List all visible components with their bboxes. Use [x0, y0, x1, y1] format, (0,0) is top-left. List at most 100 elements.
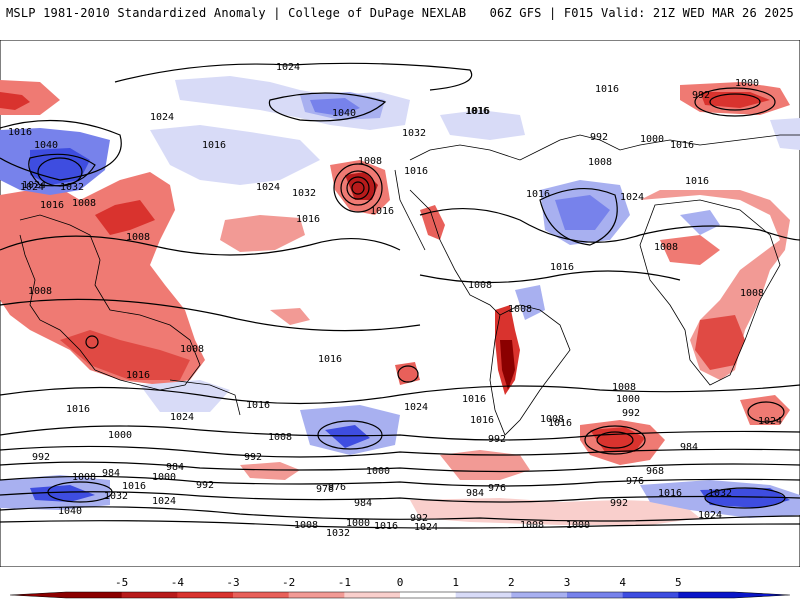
- isobar-label: 1016: [548, 418, 572, 429]
- isobar-label: 1016: [374, 521, 398, 532]
- isobar-label: 1008: [126, 232, 150, 243]
- isobar-label: 1016: [122, 481, 146, 492]
- isobar-label: 984: [354, 498, 372, 509]
- isobar-label: 1016: [685, 176, 709, 187]
- isobar-label: 992: [610, 498, 628, 509]
- colorbar-tick-label: -4: [171, 576, 185, 589]
- isobar-label: 1008: [180, 344, 204, 355]
- isobar-label: 992: [692, 90, 710, 101]
- isobar-label: 1016: [66, 404, 90, 415]
- isobar-label: 992: [488, 434, 506, 445]
- colorbar-tick-label: -2: [282, 576, 295, 589]
- isobar-label: 1040: [332, 108, 356, 119]
- isobar-label: 1024: [758, 416, 782, 427]
- isobar-label: 1016: [126, 370, 150, 381]
- isobar-label: 1024: [22, 180, 46, 191]
- colorbar-tick-label: 0: [397, 576, 404, 589]
- isobar-label: 1016: [40, 200, 64, 211]
- colorbar-outline: [9, 591, 791, 599]
- isobar-label: 1016: [470, 415, 494, 426]
- isobar-label: 1000: [640, 134, 664, 145]
- isobar-label: 1000: [616, 394, 640, 405]
- colorbar-tick-label: -3: [226, 576, 239, 589]
- isobar-label: 1016: [526, 189, 550, 200]
- isobar-label: 1016: [404, 166, 428, 177]
- isobar-label: 1008: [468, 280, 492, 291]
- isobar-label: 968: [646, 466, 664, 477]
- isobar-label: 1016: [658, 488, 682, 499]
- colorbar-tick-label: -5: [115, 576, 128, 589]
- isobar-label: 1008: [294, 520, 318, 531]
- isobar-label: 1032: [326, 528, 350, 539]
- isobar-label: 1024: [150, 112, 174, 123]
- isobar-label: 1000: [566, 520, 590, 531]
- header-bar: MSLP 1981-2010 Standardized Anomaly | Co…: [0, 0, 800, 26]
- colorbar-swatch: [455, 592, 512, 598]
- isobar-label: 1000: [366, 466, 390, 477]
- positive-anomaly-shading: [0, 76, 800, 518]
- isobar-label: 1000: [152, 472, 176, 483]
- isobar-label: 1016: [318, 354, 342, 365]
- isobar-label: 1008: [540, 414, 564, 425]
- colorbar-tick-label: 1: [452, 576, 459, 589]
- isobar-label: 1008: [588, 157, 612, 168]
- isobar-label: 1032: [402, 128, 426, 139]
- anomaly-map: 1024 1040 1016 1016 1032 1024 1000 992 1…: [0, 40, 800, 567]
- colorbar-right-arrow: [734, 592, 790, 598]
- isobar-label: 984: [166, 462, 184, 473]
- isobar-label: 1008: [72, 472, 96, 483]
- isobar-label: 976: [626, 476, 644, 487]
- colorbar: -5 -4 -3 -2 -1 0 1 2 3 4 5: [9, 576, 791, 599]
- isobar-label: 1024: [620, 192, 644, 203]
- map-title: MSLP 1981-2010 Standardized Anomaly | Co…: [6, 6, 467, 20]
- isobar-label: 976: [328, 482, 346, 493]
- run-info: 06Z GFS | F015 Valid: 21Z WED MAR 26 202…: [489, 6, 794, 20]
- isobar-label: 1000: [108, 430, 132, 441]
- colorbar-swatch: [177, 592, 234, 598]
- isobar-label: 1016: [462, 394, 486, 405]
- isobar-label: 976: [316, 484, 334, 495]
- isobar-label: 1008: [268, 432, 292, 443]
- isobar-label: 1000: [346, 518, 370, 529]
- colorbar-swatch: [567, 592, 624, 598]
- isobar-label: 984: [102, 468, 120, 479]
- isobar-label: 1024: [276, 62, 300, 73]
- isobar-label: 1016: [296, 214, 320, 225]
- isobar-label: 1024: [152, 496, 176, 507]
- isobar-label: 984: [466, 488, 484, 499]
- isobar-label: 1040: [34, 140, 58, 151]
- isobar-label: 1016: [370, 206, 394, 217]
- colorbar-tick-label: 2: [508, 576, 515, 589]
- isobar-label: 1024: [256, 182, 280, 193]
- colorbar-swatch: [121, 592, 178, 598]
- colorbar-swatch: [233, 592, 290, 598]
- isobar-label: 1008: [508, 304, 532, 315]
- isobar-label: 1000: [735, 78, 759, 89]
- isobar-label: 1016: [8, 127, 32, 138]
- colorbar-swatch: [678, 592, 735, 598]
- colorbar-tick-label: 3: [564, 576, 571, 589]
- isobar-label: 1016: [466, 106, 490, 117]
- isobar-label: 1016: [670, 140, 694, 151]
- isobar-label: 1024: [170, 412, 194, 423]
- colorbar-swatch: [511, 592, 568, 598]
- colorbar-swatch: [344, 592, 401, 598]
- colorbar-swatch: [622, 592, 679, 598]
- isobar-label: 1016: [550, 262, 574, 273]
- colorbar-tick-label: 5: [675, 576, 682, 589]
- isobar-label: 1024: [404, 402, 428, 413]
- colorbar-left-arrow: [10, 592, 66, 598]
- colorbar-tick-label: 4: [619, 576, 626, 589]
- isobar-label: 992: [590, 132, 608, 143]
- colorbar-swatch: [400, 592, 457, 598]
- colorbar-swatch: [288, 592, 345, 598]
- isobar-label: 1032: [60, 182, 84, 193]
- isobar-label: 1008: [740, 288, 764, 299]
- isobar-label: 1008: [358, 156, 382, 167]
- isobar-label: 984: [680, 442, 698, 453]
- isobar-label: 1024: [414, 522, 438, 533]
- isobar-label: 1008: [612, 382, 636, 393]
- isobar-label: 1032: [292, 188, 316, 199]
- isobar-label: 1008: [28, 286, 52, 297]
- isobar-label: 1024: [698, 510, 722, 521]
